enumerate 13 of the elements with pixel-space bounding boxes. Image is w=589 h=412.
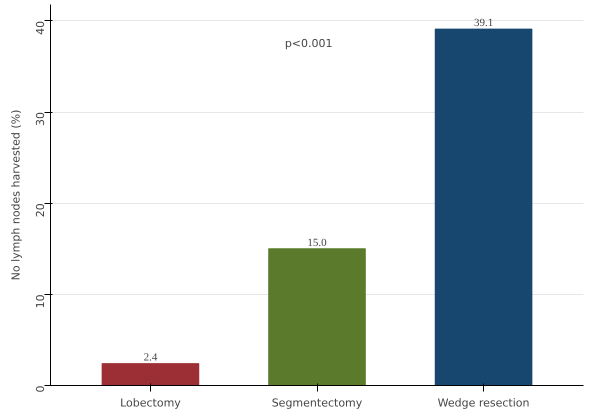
data-label: 15.0 bbox=[307, 236, 328, 249]
y-tick-label: 10 bbox=[34, 294, 47, 308]
x-tick-label: Lobectomy bbox=[120, 396, 182, 410]
y-axis-title: No lymph nodes harvested (%) bbox=[10, 110, 22, 280]
y-tick-label: 20 bbox=[34, 203, 47, 218]
y-tick-label: 30 bbox=[34, 112, 47, 126]
data-label: 39.1 bbox=[474, 17, 494, 30]
y-tick-label: 40 bbox=[34, 20, 47, 35]
x-tick-label: Segmentectomy bbox=[272, 396, 363, 410]
y-tick-label: 0 bbox=[34, 386, 47, 392]
data-label: 2.4 bbox=[144, 352, 158, 364]
annotation: p<0.001 bbox=[284, 37, 333, 50]
x-tick-label: Wedge resection bbox=[438, 396, 530, 410]
